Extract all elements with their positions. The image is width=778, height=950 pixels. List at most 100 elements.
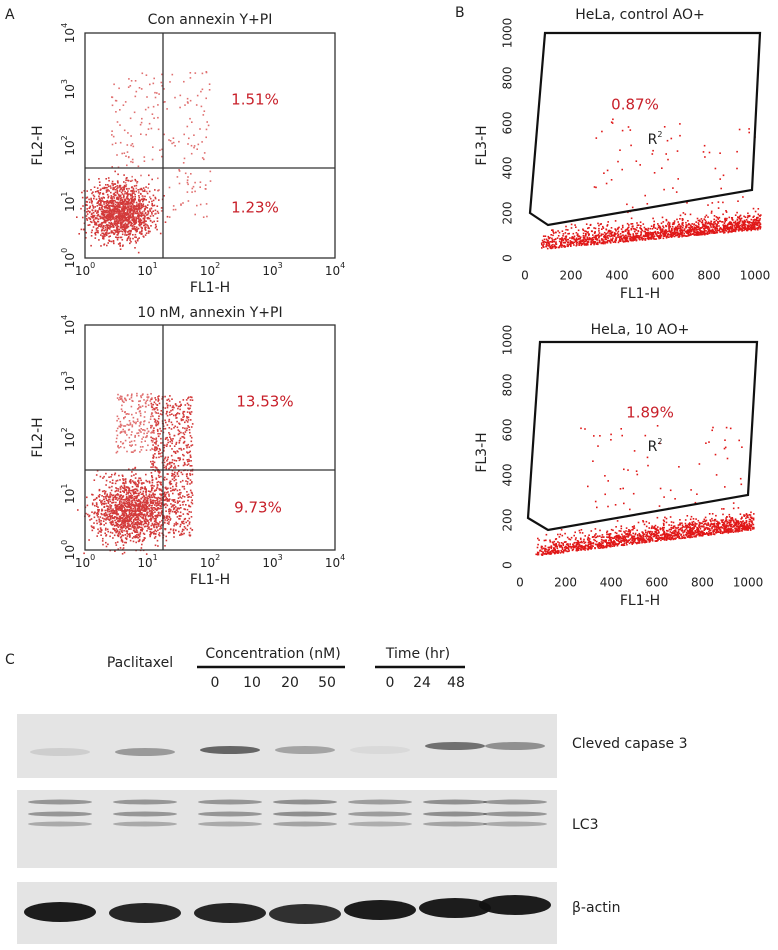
event-dot [172,405,174,407]
event-dot [128,235,130,238]
event-dot [159,525,162,528]
event-dot [750,218,753,221]
event-dot [118,209,121,211]
event-dot [166,460,168,462]
event-dot [187,419,190,421]
event-dot [136,181,139,183]
event-dot [701,219,704,222]
event-dot [140,522,143,524]
event-dot [641,238,644,240]
event-dot [168,467,170,470]
event-dot [138,540,141,542]
event-dot [105,178,107,180]
event-dot [133,536,135,538]
event-dot [91,493,93,496]
event-dot [157,514,159,516]
event-dot [143,222,145,224]
event-dot [559,238,562,240]
event-dot [193,145,196,147]
event-dot [101,502,104,505]
event-dot [98,206,101,209]
event-dot [641,239,644,241]
event-dot [738,215,741,218]
event-dot [116,524,118,526]
event-dot [173,531,175,534]
event-dot [568,243,571,246]
event-dot [621,238,624,240]
event-dot [194,72,197,74]
event-dot [119,431,122,433]
event-dot [168,411,171,414]
event-dot [125,513,128,515]
event-dot [134,247,136,249]
event-dot [126,234,128,236]
event-dot [164,506,167,509]
event-dot [758,214,761,217]
event-dot [140,174,142,177]
event-dot [116,415,119,418]
event-dot [190,491,193,494]
event-dot [131,480,134,482]
event-dot [617,236,620,238]
event-dot [110,195,113,197]
event-dot [119,222,122,225]
event-dot [149,400,152,402]
event-dot [124,215,126,217]
event-dot [88,198,90,201]
event-dot [105,233,108,236]
event-dot [181,473,184,476]
event-dot [684,213,687,216]
event-dot [116,190,119,193]
event-dot [155,407,157,409]
event-dot [170,509,172,511]
event-dot [100,234,102,236]
event-dot [150,413,153,416]
event-dot [166,491,168,494]
event-dot [632,239,634,242]
event-dot [156,499,158,502]
event-dot [134,236,136,238]
event-dot [149,197,152,200]
event-dot [137,520,139,523]
event-dot [725,211,728,213]
event-dot [111,485,113,488]
event-dot [135,519,137,521]
event-dot [143,219,146,221]
event-dot [165,413,168,415]
event-dot [126,413,128,415]
event-dot [626,237,629,239]
event-dot [163,461,166,464]
event-dot [133,520,135,522]
event-dot [157,400,159,402]
event-dot [146,499,149,502]
event-dot [132,491,135,494]
event-dot [205,128,208,131]
event-dot [121,201,124,204]
event-dot [167,518,170,521]
event-dot [186,473,188,475]
event-dot [166,499,169,502]
event-dot [127,236,130,239]
event-dot [135,212,138,215]
event-dot [139,533,142,535]
event-dot [145,504,147,507]
event-dot [561,244,564,246]
event-dot [93,499,95,501]
event-dot [614,232,616,234]
event-dot [177,407,179,410]
event-dot [150,424,152,427]
event-dot [139,205,141,208]
event-dot [119,496,121,498]
event-dot [144,499,146,501]
event-dot [172,528,175,531]
event-dot [110,231,113,234]
event-dot [107,201,110,204]
event-dot [96,469,99,472]
event-dot [119,502,121,505]
event-dot [162,459,165,461]
event-dot [148,528,151,530]
event-dot [116,238,119,241]
event-dot [192,185,195,188]
event-dot [124,478,127,480]
event-dot [157,480,160,483]
